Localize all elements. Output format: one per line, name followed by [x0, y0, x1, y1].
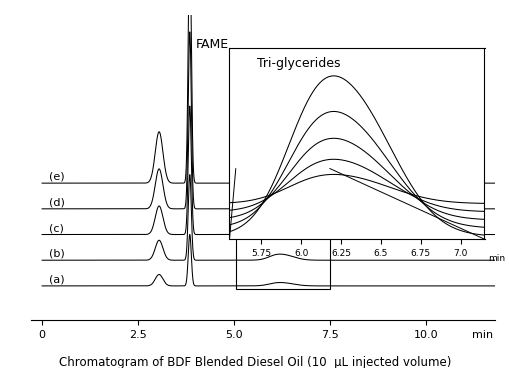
Text: FAME: FAME — [195, 38, 228, 50]
Text: (e): (e) — [49, 172, 65, 182]
Text: Chromatogram of BDF Blended Diesel Oil (10  μL injected volume): Chromatogram of BDF Blended Diesel Oil (… — [59, 356, 450, 368]
Text: min: min — [471, 330, 492, 340]
Text: (d): (d) — [49, 197, 65, 208]
Text: Tri-glycerides: Tri-glycerides — [256, 57, 340, 70]
Text: (b): (b) — [49, 249, 65, 259]
Bar — [235, 169, 329, 289]
Text: min: min — [487, 254, 504, 263]
Text: (a): (a) — [49, 275, 65, 284]
Text: (c): (c) — [49, 223, 64, 233]
